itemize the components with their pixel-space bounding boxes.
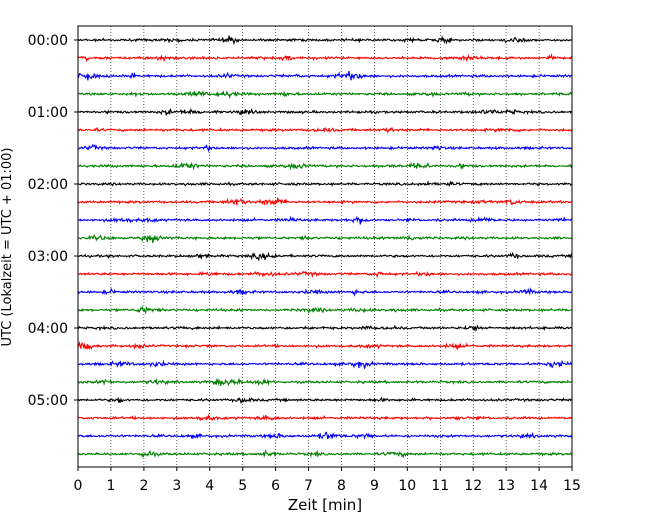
x-tick-label: 1 (106, 478, 115, 494)
x-axis-label: Zeit [min] (288, 496, 362, 514)
x-axis-ticks: 0 1 2 3 4 5 6 7 8 9 10 11 12 13 14 15 (74, 467, 581, 494)
seismic-trace (77, 449, 573, 459)
plot-background (78, 26, 572, 467)
x-tick-label: 11 (431, 478, 449, 494)
x-tick-label: 3 (172, 478, 181, 494)
seismic-trace (77, 359, 573, 369)
x-tick-label: 4 (205, 478, 214, 494)
x-tick-label: 9 (370, 478, 379, 494)
y-axis-label: UTC (Lokalzeit = UTC + 01:00) (0, 148, 15, 347)
y-tick-label: 04:00 (28, 321, 68, 337)
seismic-trace (77, 396, 573, 404)
seismic-trace (77, 70, 573, 81)
seismic-trace (77, 431, 573, 440)
seismic-traces (77, 35, 573, 459)
y-tick-label: 05:00 (28, 393, 68, 409)
x-tick-label: 7 (304, 478, 313, 494)
y-axis-ticks: 00:00 01:00 02:00 03:00 04:00 05:00 (28, 33, 78, 409)
x-tick-label: 5 (238, 478, 247, 494)
x-tick-label: 10 (398, 478, 416, 494)
seismic-trace (77, 161, 573, 171)
seismic-trace (77, 90, 573, 100)
plot-frame (77, 25, 573, 468)
seismic-trace (77, 126, 573, 134)
seismic-trace (77, 180, 573, 187)
seismic-trace (77, 197, 573, 206)
x-tick-label: 15 (563, 478, 581, 494)
x-tick-label: 13 (497, 478, 515, 494)
x-tick-label: 12 (464, 478, 482, 494)
y-tick-label: 00:00 (28, 33, 68, 49)
seismic-trace (77, 215, 573, 225)
seismic-trace (77, 233, 573, 244)
seismic-trace (77, 413, 572, 422)
x-tick-label: 14 (530, 478, 548, 494)
seismic-trace (77, 107, 573, 116)
seismic-trace (77, 305, 572, 315)
y-tick-label: 02:00 (28, 177, 68, 193)
seismic-trace (77, 324, 573, 333)
y-tick-label: 01:00 (28, 105, 68, 121)
seismic-trace (77, 251, 573, 262)
y-tick-label: 03:00 (28, 249, 68, 265)
seismic-trace (77, 287, 573, 297)
seismic-trace (77, 340, 573, 351)
seismic-trace (77, 270, 573, 279)
seismic-trace (77, 143, 573, 153)
seismic-trace (77, 377, 573, 387)
x-tick-label: 6 (271, 478, 280, 494)
x-tick-label: 2 (139, 478, 148, 494)
seismic-trace (77, 53, 573, 63)
seismic-trace (77, 35, 573, 46)
x-tick-label: 8 (337, 478, 346, 494)
x-tick-label: 0 (74, 478, 83, 494)
